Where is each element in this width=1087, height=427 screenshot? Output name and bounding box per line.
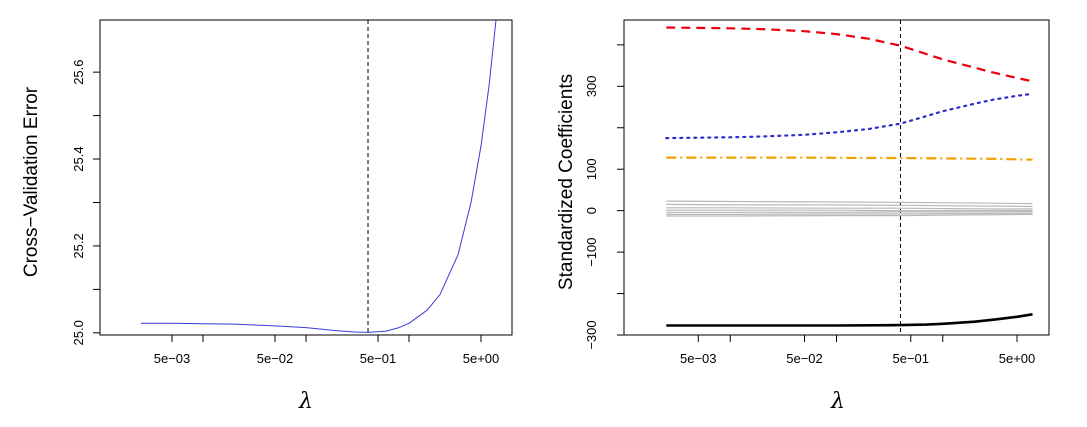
series-layer <box>665 20 1034 335</box>
coefficients-panel: 5e−03 5e−02 5e−01 5e+00 −300 −100 0 100 300 Stan… <box>556 19 1050 414</box>
x-axis-title: λ <box>298 389 313 414</box>
axis-layer: 5e−03 5e−02 5e−01 5e+00 −300 −100 0 100 300 <box>584 44 1036 366</box>
x-tick-label: 5e−03 <box>680 351 717 366</box>
axis-layer: 5e−03 5e−02 5e−01 5e+00 25.0 25.2 25.4 25.6 <box>71 59 499 366</box>
x-tick-label: 5e+00 <box>463 351 500 366</box>
series-line-7 <box>666 210 1033 213</box>
y-tick-label: 25.6 <box>71 59 86 84</box>
series-line-1 <box>665 92 1034 140</box>
series-line-3 <box>666 200 1033 205</box>
series-layer <box>141 19 497 335</box>
cv-error-panel: 5e−03 5e−02 5e−01 5e+00 25.0 25.2 25.4 25.6 Cro… <box>21 19 513 414</box>
y-tick-label: 0 <box>584 207 599 214</box>
y-tick-label: 25.2 <box>71 233 86 258</box>
x-tick-label: 5e−03 <box>154 351 191 366</box>
y-tick-label: −100 <box>584 237 599 266</box>
y-tick-label: 25.0 <box>71 320 86 345</box>
y-tick-label: 100 <box>584 158 599 180</box>
series-line-9 <box>666 213 1033 217</box>
series-line-4 <box>666 203 1033 208</box>
y-axis-title: Cross−Validation Error <box>21 86 42 277</box>
series-line-10 <box>666 313 1033 327</box>
y-axis-title: Standardized Coefficients <box>556 74 577 290</box>
x-tick-label: 5e−01 <box>893 351 930 366</box>
y-tick-label: 300 <box>584 75 599 97</box>
series-line-0 <box>141 19 497 333</box>
plot-frame <box>99 19 513 336</box>
series-line-5 <box>666 207 1033 210</box>
series-line-8 <box>666 212 1033 215</box>
x-tick-label: 5e−02 <box>786 351 823 366</box>
x-axis-title: λ <box>830 389 845 414</box>
series-line-6 <box>666 209 1033 212</box>
y-tick-label: 25.4 <box>71 146 86 171</box>
plot-frame <box>623 19 1050 336</box>
x-tick-label: 5e−02 <box>257 351 294 366</box>
series-line-0 <box>666 26 1033 83</box>
y-tick-label: −300 <box>584 320 599 349</box>
series-line-2 <box>666 156 1033 161</box>
x-tick-label: 5e−01 <box>360 351 397 366</box>
x-tick-label: 5e+00 <box>999 351 1036 366</box>
